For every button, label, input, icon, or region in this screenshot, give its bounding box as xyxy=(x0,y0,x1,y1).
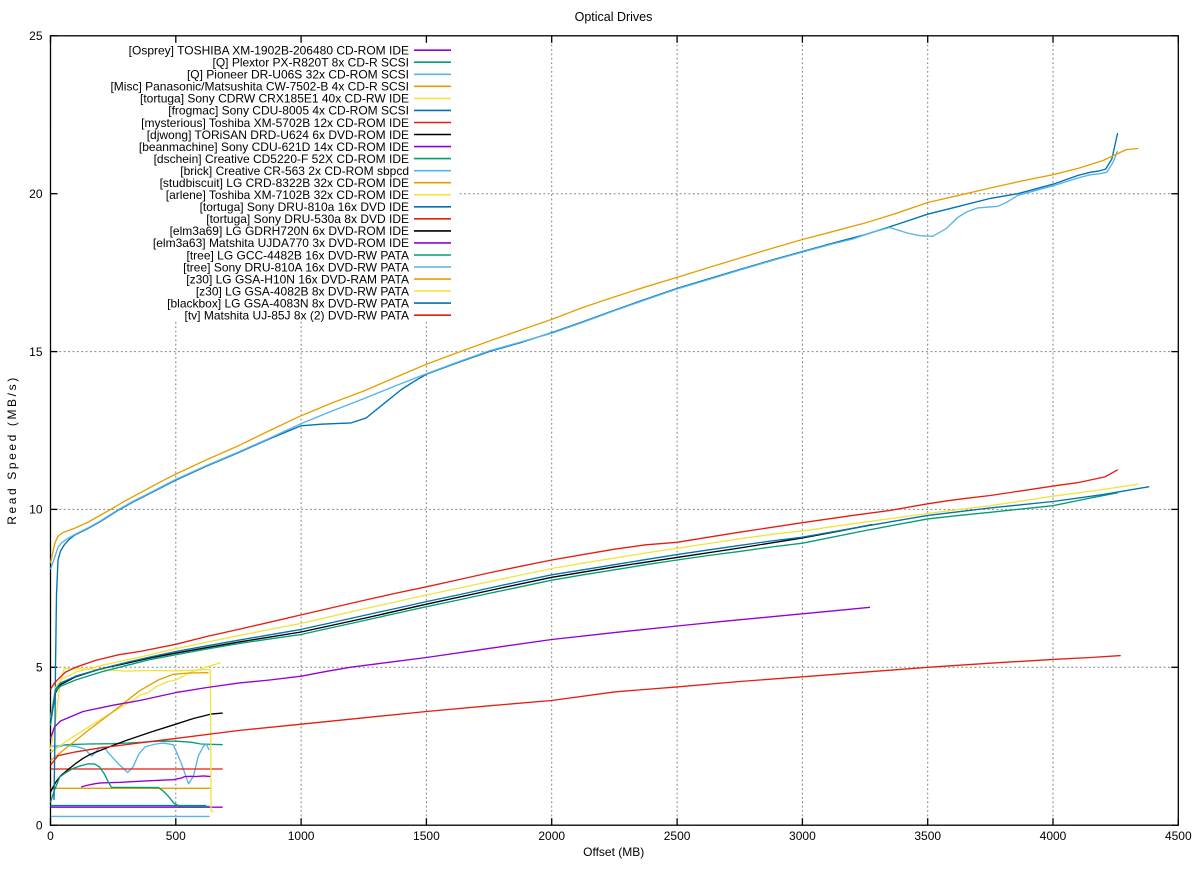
svg-text:15: 15 xyxy=(29,345,43,359)
svg-text:25: 25 xyxy=(29,29,43,43)
svg-text:Read Speed (MB/s): Read Speed (MB/s) xyxy=(5,375,19,525)
svg-text:4000: 4000 xyxy=(1040,829,1067,843)
svg-text:[Osprey] TOSHIBA XM-1902B-2064: [Osprey] TOSHIBA XM-1902B-206480 CD-ROM … xyxy=(129,44,409,58)
svg-text:[tree] Sony DRU-810A 16x DVD-R: [tree] Sony DRU-810A 16x DVD-RW PATA xyxy=(183,260,409,274)
svg-text:2500: 2500 xyxy=(664,829,691,843)
svg-text:5: 5 xyxy=(36,661,43,675)
svg-text:[tortuga] Sony DRU-810a 16x DV: [tortuga] Sony DRU-810a 16x DVD IDE xyxy=(200,200,409,214)
svg-text:[djwong] TORiSAN DRD-U624 6x D: [djwong] TORiSAN DRD-U624 6x DVD-ROM IDE xyxy=(147,128,409,142)
svg-text:[studbiscuit] LG CRD-8322B 32x: [studbiscuit] LG CRD-8322B 32x CD-ROM ID… xyxy=(160,176,409,190)
svg-text:1000: 1000 xyxy=(288,829,315,843)
svg-text:[dschein] Creative CD5220-F 52: [dschein] Creative CD5220-F 52X CD-ROM I… xyxy=(154,152,409,166)
svg-text:3500: 3500 xyxy=(914,829,941,843)
svg-text:[tree] LG GCC-4482B 16x DVD-RW: [tree] LG GCC-4482B 16x DVD-RW PATA xyxy=(186,248,409,262)
svg-text:[mysterious] Toshiba XM-5702B: [mysterious] Toshiba XM-5702B 12x CD-ROM… xyxy=(141,116,409,130)
svg-text:[blackbox] LG GSA-4083N 8x DVD: [blackbox] LG GSA-4083N 8x DVD-RW PATA xyxy=(167,296,409,310)
svg-text:[Misc] Panasonic/Matsushita CW: [Misc] Panasonic/Matsushita CW-7502-B 4x… xyxy=(110,80,409,94)
svg-text:2000: 2000 xyxy=(538,829,565,843)
svg-text:[z30] LG GSA-H10N 16x DVD-RAM: [z30] LG GSA-H10N 16x DVD-RAM PATA xyxy=(186,272,409,286)
svg-text:Optical Drives: Optical Drives xyxy=(575,10,653,24)
svg-text:[elm3a69] LG GDRH720N 6x DVD-R: [elm3a69] LG GDRH720N 6x DVD-ROM IDE xyxy=(170,224,409,238)
svg-text:3000: 3000 xyxy=(789,829,816,843)
svg-text:[Q] Plextor PX-R820T 8x CD-R S: [Q] Plextor PX-R820T 8x CD-R SCSI xyxy=(213,56,410,70)
svg-text:[brick] Creative CR-563 2x CD-: [brick] Creative CR-563 2x CD-ROM sbpcd xyxy=(180,164,409,178)
svg-text:[Q] Pioneer DR-U06S 32x CD-ROM: [Q] Pioneer DR-U06S 32x CD-ROM SCSI xyxy=(187,68,409,82)
svg-text:1500: 1500 xyxy=(413,829,440,843)
svg-text:10: 10 xyxy=(29,503,43,517)
svg-text:[arlene] Toshiba XM-7102B 32x: [arlene] Toshiba XM-7102B 32x CD-ROM IDE xyxy=(166,188,409,202)
svg-text:[frogmac] Sony CDU-8005 4x CD-: [frogmac] Sony CDU-8005 4x CD-ROM SCSI xyxy=(168,104,409,118)
svg-text:[tv] Matshita UJ-85J 8x (2) DV: [tv] Matshita UJ-85J 8x (2) DVD-RW PATA xyxy=(185,309,409,323)
svg-text:[tortuga] Sony DRU-530a 8x DVD: [tortuga] Sony DRU-530a 8x DVD IDE xyxy=(206,212,409,226)
svg-text:0: 0 xyxy=(36,818,43,832)
svg-text:4500: 4500 xyxy=(1165,829,1192,843)
svg-text:[elm3a63] Matshita UJDA770 3x: [elm3a63] Matshita UJDA770 3x DVD-ROM ID… xyxy=(153,236,409,250)
svg-text:0: 0 xyxy=(47,829,54,843)
svg-text:Offset (MB): Offset (MB) xyxy=(583,845,644,859)
svg-text:[z30] LG GSA-4082B 8x DVD-RW P: [z30] LG GSA-4082B 8x DVD-RW PATA xyxy=(196,284,409,298)
svg-text:[beanmachine] Sony CDU-621D 14: [beanmachine] Sony CDU-621D 14x CD-ROM I… xyxy=(139,140,409,154)
svg-text:20: 20 xyxy=(29,187,43,201)
svg-text:[tortuga] Sony CDRW CRX185E1 4: [tortuga] Sony CDRW CRX185E1 40x CD-RW I… xyxy=(140,92,409,106)
svg-text:500: 500 xyxy=(166,829,186,843)
